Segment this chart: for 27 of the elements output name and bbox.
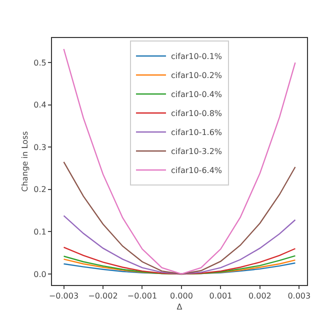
line-series	[63, 48, 296, 275]
x-axis-title: Δ	[176, 302, 183, 312]
y-tick-label: 0.2	[34, 185, 46, 194]
line-series	[63, 255, 296, 275]
legend-label: cifar10-3.2%	[171, 147, 222, 156]
x-tick-label: 0.001	[209, 292, 232, 301]
y-tick-label: 0.0	[34, 270, 46, 279]
x-tick-label: −0.002	[88, 292, 118, 301]
legend-label: cifar10-0.1%	[171, 52, 222, 62]
y-tick-label: 0.1	[34, 228, 46, 237]
legend-label: cifar10-0.4%	[171, 90, 222, 100]
x-tick-label: 0.000	[170, 292, 193, 301]
line-series	[63, 161, 296, 275]
y-tick-label: 0.4	[34, 100, 46, 110]
x-tick-label: −0.003	[48, 292, 79, 301]
y-tick-label: 0.3	[34, 142, 46, 152]
y-tick-label: 0.5	[34, 58, 46, 68]
line-series	[63, 215, 296, 275]
x-tick-label: 0.003	[288, 292, 311, 301]
legend-label: cifar10-6.4%	[171, 166, 222, 176]
x-tick-label: −0.001	[127, 292, 158, 301]
legend-label: cifar10-1.6%	[171, 128, 222, 138]
legend-label: cifar10-0.8%	[171, 109, 222, 118]
line-series	[63, 246, 296, 275]
legend-label: cifar10-0.2%	[171, 71, 222, 80]
x-tick-label: 0.002	[248, 292, 272, 301]
y-axis-title: Change in Loss	[20, 131, 30, 192]
